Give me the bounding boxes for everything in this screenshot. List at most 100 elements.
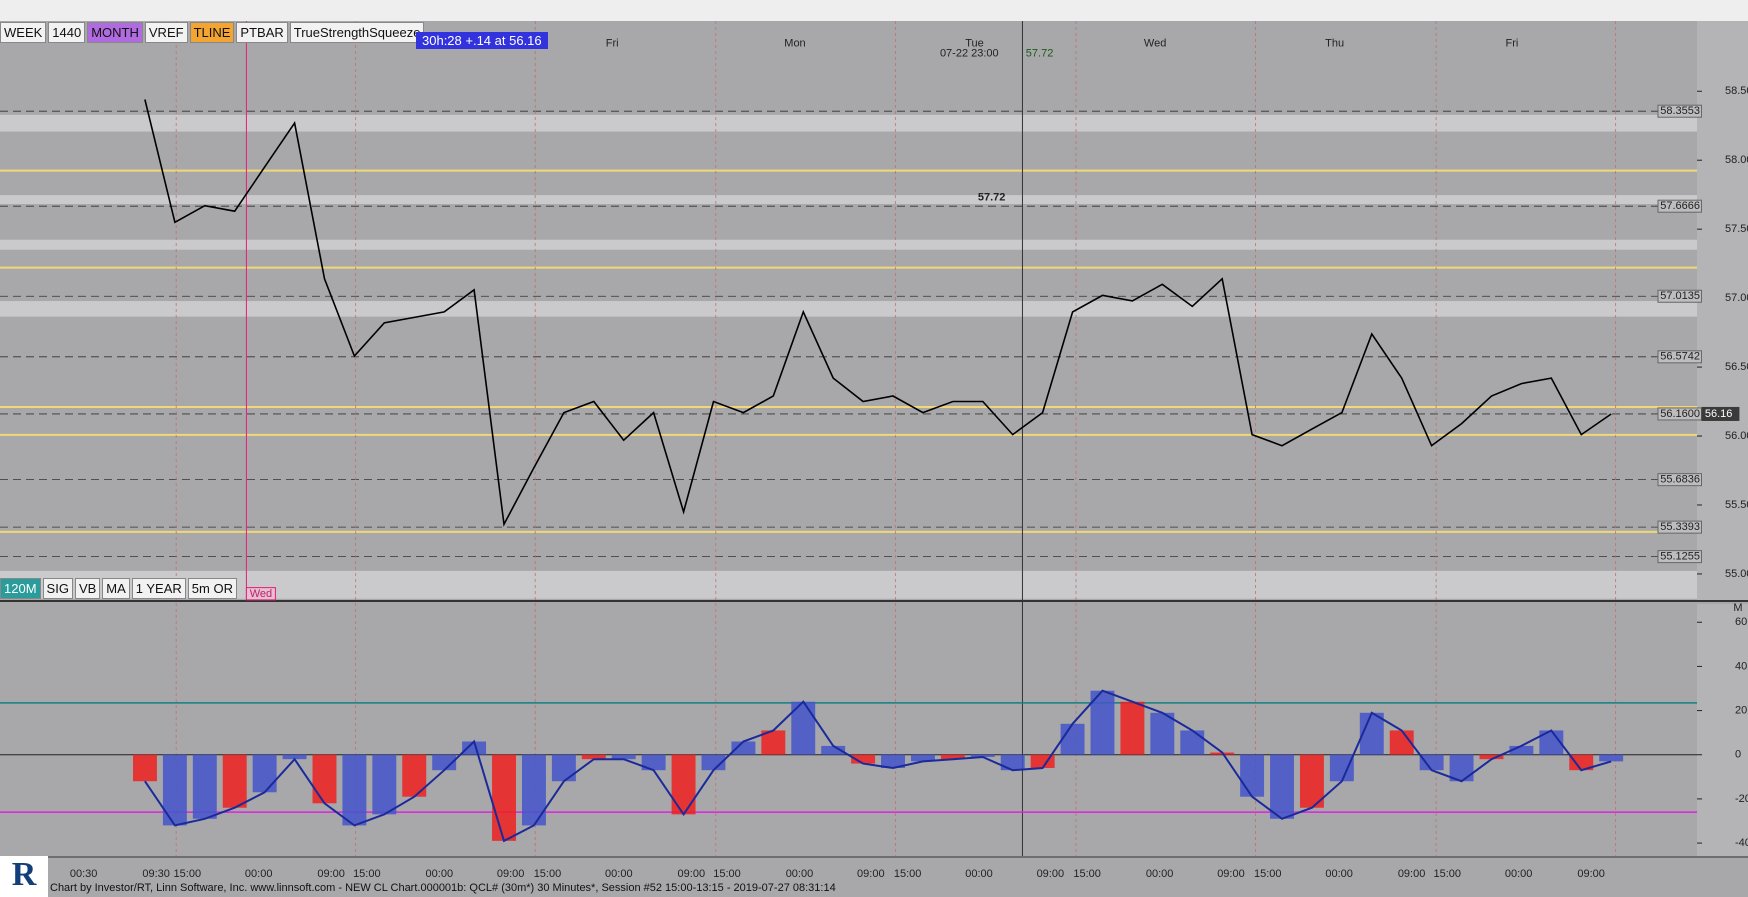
- level-label: 55.1255: [1660, 551, 1700, 563]
- annotation-time: 07-22 23:00: [940, 47, 999, 59]
- y-tick-label: 56.00: [1725, 430, 1748, 442]
- toolbar-button[interactable]: MONTH: [87, 22, 143, 43]
- day-label: Tue: [965, 37, 984, 49]
- bottom-toolbar: 120M SIG VB MA 1 YEAR 5m OR: [0, 578, 237, 599]
- logo: R: [0, 856, 48, 897]
- toolbar-button[interactable]: WEEK: [0, 22, 47, 43]
- time-label: 00:00: [605, 868, 633, 880]
- footer: Chart by Investor/RT, Linn Software, Inc…: [50, 882, 836, 894]
- toolbar-button[interactable]: VB: [74, 578, 101, 599]
- session-label-box: [245, 587, 276, 601]
- histogram-bar: [162, 754, 187, 826]
- toolbar-button[interactable]: 5m OR: [187, 578, 237, 599]
- histogram-bar: [462, 741, 487, 755]
- day-label: Thu: [1325, 37, 1344, 49]
- y-tick-label: 20: [1735, 704, 1747, 716]
- histogram-bar: [192, 754, 217, 819]
- y-tick-label: 40: [1735, 660, 1747, 672]
- y-tick-label: 57.00: [1725, 292, 1748, 304]
- histogram-bar: [1419, 754, 1444, 771]
- band: [0, 239, 1698, 250]
- y-tick-label: 58.50: [1725, 85, 1748, 97]
- y-tick-label: 60: [1735, 616, 1747, 628]
- histogram-bar: [731, 741, 756, 755]
- time-label: 15:00: [1254, 868, 1282, 880]
- level-box: [1657, 289, 1702, 303]
- toolbar-button[interactable]: MA: [102, 578, 130, 599]
- histogram-bar: [1539, 730, 1564, 755]
- histogram-bar: [851, 754, 876, 764]
- time-label: 09:00: [1217, 868, 1245, 880]
- histogram-bar: [1240, 754, 1265, 797]
- histogram-bar: [881, 754, 905, 768]
- time-label: 15:00: [174, 868, 202, 880]
- toolbar-button[interactable]: TLINE: [189, 22, 235, 43]
- time-label: 00:00: [245, 868, 273, 880]
- time-label: 00:00: [1505, 868, 1533, 880]
- title-strip: [0, 0, 1748, 21]
- toolbar-button[interactable]: SIG: [42, 578, 73, 599]
- histogram-bar: [1359, 712, 1384, 755]
- histogram-bar: [342, 754, 367, 826]
- band: [0, 114, 1698, 132]
- study-button[interactable]: TrueStrengthSqueeze: [289, 22, 425, 43]
- level-label: 57.6666: [1660, 200, 1700, 212]
- histogram-bar: [1270, 754, 1294, 819]
- level-box: [1657, 473, 1702, 487]
- level-label: 55.6836: [1660, 474, 1700, 486]
- time-label: 09:00: [857, 868, 885, 880]
- histogram-bar: [821, 745, 846, 755]
- toolbar-button[interactable]: 1 YEAR: [131, 578, 186, 599]
- day-label: Fri: [606, 37, 619, 49]
- y-tick-label: 56.50: [1725, 361, 1748, 373]
- toolbar-button[interactable]: 120M: [0, 578, 41, 599]
- histogram-bar: [1509, 745, 1534, 755]
- time-label: 09:00: [1577, 868, 1605, 880]
- panel-marker: M: [1733, 602, 1742, 614]
- annotation-price: 57.72: [1026, 47, 1054, 59]
- histogram-bar: [940, 754, 965, 760]
- level-label: 57.0135: [1660, 290, 1700, 302]
- time-label: 00:00: [786, 868, 814, 880]
- level-label: 55.3393: [1660, 521, 1700, 533]
- time-label: 09:00: [678, 868, 706, 880]
- histogram-bar: [761, 730, 786, 755]
- time-label: 15:00: [1434, 868, 1462, 880]
- level-box: [1657, 350, 1702, 364]
- oscillator-line: [144, 689, 1612, 843]
- histogram-bar: [252, 754, 277, 793]
- day-label: Wed: [1144, 37, 1166, 49]
- level-label: 58.3553: [1660, 105, 1700, 117]
- y-tick-label: 55.50: [1725, 499, 1748, 511]
- level-box: [1657, 199, 1702, 213]
- y-tick-label: 58.00: [1725, 154, 1748, 166]
- histogram-bar: [671, 754, 696, 815]
- level-box: [1657, 520, 1702, 534]
- time-label: 15:00: [894, 868, 922, 880]
- histogram-bar: [1000, 754, 1025, 771]
- histogram-bar: [222, 754, 247, 808]
- histogram-bar: [1389, 730, 1414, 755]
- histogram-bar: [1150, 712, 1175, 755]
- toolbar-button[interactable]: PTBAR: [236, 22, 288, 43]
- histogram-bar: [1599, 754, 1624, 762]
- time-label: 15:00: [1073, 868, 1101, 880]
- time-label: 00:00: [965, 868, 993, 880]
- time-label: 09:00: [317, 868, 345, 880]
- info-box: 30h:28 +.14 at 56.16: [416, 32, 548, 49]
- toolbar: WEEK 1440 MONTH VREF TLINE PTBAR TrueStrengthS…: [0, 22, 425, 43]
- histogram-bar: [1329, 754, 1354, 782]
- time-label: 15:00: [713, 868, 741, 880]
- histogram-bar: [1120, 701, 1145, 755]
- price-line: [144, 99, 1612, 527]
- toolbar-button[interactable]: 1440: [48, 22, 86, 43]
- histogram-bar: [492, 754, 516, 841]
- y-tick-label: -40: [1735, 837, 1748, 849]
- histogram-bar: [581, 754, 606, 760]
- time-label: 00:30: [70, 868, 98, 880]
- histogram-bar: [1569, 754, 1594, 771]
- toolbar-button[interactable]: VREF: [144, 22, 188, 43]
- time-label: 15:00: [353, 868, 381, 880]
- level-label: 56.5742: [1660, 351, 1700, 363]
